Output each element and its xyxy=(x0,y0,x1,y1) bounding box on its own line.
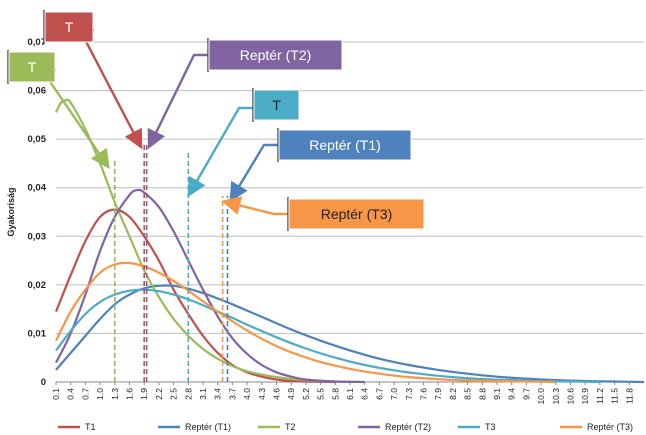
callout-box xyxy=(208,39,343,71)
x-tick-label: 3.1 xyxy=(198,388,208,400)
x-tick-label: 9.1 xyxy=(492,388,502,400)
legend-label: T1 xyxy=(85,422,96,432)
series-line-5 xyxy=(55,261,556,384)
x-tick-label: 1.9 xyxy=(139,388,149,400)
y-tick-label: 0,01 xyxy=(28,328,47,339)
y-axis-label: Gyakoriság xyxy=(6,187,16,236)
legend-label: T2 xyxy=(285,422,296,432)
callout-arrow xyxy=(147,53,208,150)
x-tick-label: 6.7 xyxy=(374,388,384,400)
x-tick-label: 9.7 xyxy=(521,388,531,400)
callout-label: T xyxy=(28,59,37,75)
x-tick-label: 11.2 xyxy=(595,388,605,404)
x-tick-label: 4.6 xyxy=(272,388,282,400)
x-tick-label: 7.3 xyxy=(404,388,414,400)
x-tick-label: 4.3 xyxy=(257,388,267,400)
x-tick-label: 9.4 xyxy=(507,388,517,400)
x-tick-label: 7.9 xyxy=(433,388,443,400)
x-tick-label: 5.5 xyxy=(316,388,326,400)
x-tick-label: 7.6 xyxy=(419,388,429,400)
x-tick-label: 7.0 xyxy=(389,388,399,400)
x-tick-label: 0.1 xyxy=(51,388,61,400)
callout-arrow xyxy=(187,106,253,198)
x-tick-label: 1.6 xyxy=(125,388,135,400)
legend-label: Reptér (T1) xyxy=(185,422,231,432)
callout-arrow xyxy=(78,28,143,150)
x-tick-label: 8.2 xyxy=(448,388,458,400)
x-tick-label: 8.5 xyxy=(463,388,473,400)
x-tick-label: 10.9 xyxy=(580,388,590,405)
x-tick-label: 1.0 xyxy=(95,388,105,400)
callout-box xyxy=(8,51,56,83)
callout-label: Reptér (T2) xyxy=(240,47,312,63)
x-tick-label: 5.2 xyxy=(301,388,311,400)
callout-arrow xyxy=(229,143,278,203)
y-tick-label: 0,03 xyxy=(28,231,47,242)
y-tick-label: 0,05 xyxy=(28,134,47,145)
x-tick-label: 5.8 xyxy=(330,388,340,400)
x-tick-label: 6.4 xyxy=(360,388,370,400)
series-line-1 xyxy=(55,284,645,384)
legend-label: T3 xyxy=(485,422,496,432)
x-tick-label: 3.4 xyxy=(213,388,223,400)
callout-box xyxy=(44,11,94,43)
callout-arrow xyxy=(39,68,110,169)
x-tick-label: 10.0 xyxy=(536,388,546,405)
callout-label: Reptér (T1) xyxy=(309,137,381,153)
x-tick-label: 4.0 xyxy=(242,388,252,400)
callout-box xyxy=(253,89,300,121)
legend-label: Reptér (T3) xyxy=(587,422,633,432)
x-tick-label: 2.8 xyxy=(183,388,193,400)
x-tick-label: 1.3 xyxy=(110,388,120,400)
y-tick-label: 0,04 xyxy=(28,183,47,194)
x-tick-label: 3.7 xyxy=(227,388,237,400)
x-tick-label: 0.7 xyxy=(80,388,90,400)
legend-label: Reptér (T2) xyxy=(385,422,431,432)
x-tick-label: 2.2 xyxy=(154,388,164,400)
y-tick-label: 0,02 xyxy=(28,280,47,291)
x-tick-label: 4.9 xyxy=(286,388,296,400)
series-line-2 xyxy=(55,98,365,384)
callout-label: T xyxy=(272,97,281,113)
y-tick-label: 0 xyxy=(41,377,46,388)
x-tick-label: 0.4 xyxy=(66,388,76,400)
callout-label: Reptér (T3) xyxy=(321,206,393,222)
x-tick-label: 2.5 xyxy=(169,388,179,400)
x-tick-label: 10.3 xyxy=(551,388,561,405)
callout-label: T xyxy=(65,19,74,35)
x-tick-label: 11.8 xyxy=(624,388,634,404)
series-line-4 xyxy=(55,288,600,384)
callout-box xyxy=(278,129,412,161)
y-tick-label: 0,06 xyxy=(28,86,47,97)
x-tick-label: 6.1 xyxy=(345,388,355,400)
callout-arrow xyxy=(221,196,288,216)
x-tick-label: 10.6 xyxy=(566,388,576,405)
y-tick-label: 0,07 xyxy=(28,37,47,48)
x-tick-label: 11.5 xyxy=(610,388,620,404)
x-tick-label: 8.8 xyxy=(477,388,487,400)
callout-box xyxy=(288,198,425,230)
